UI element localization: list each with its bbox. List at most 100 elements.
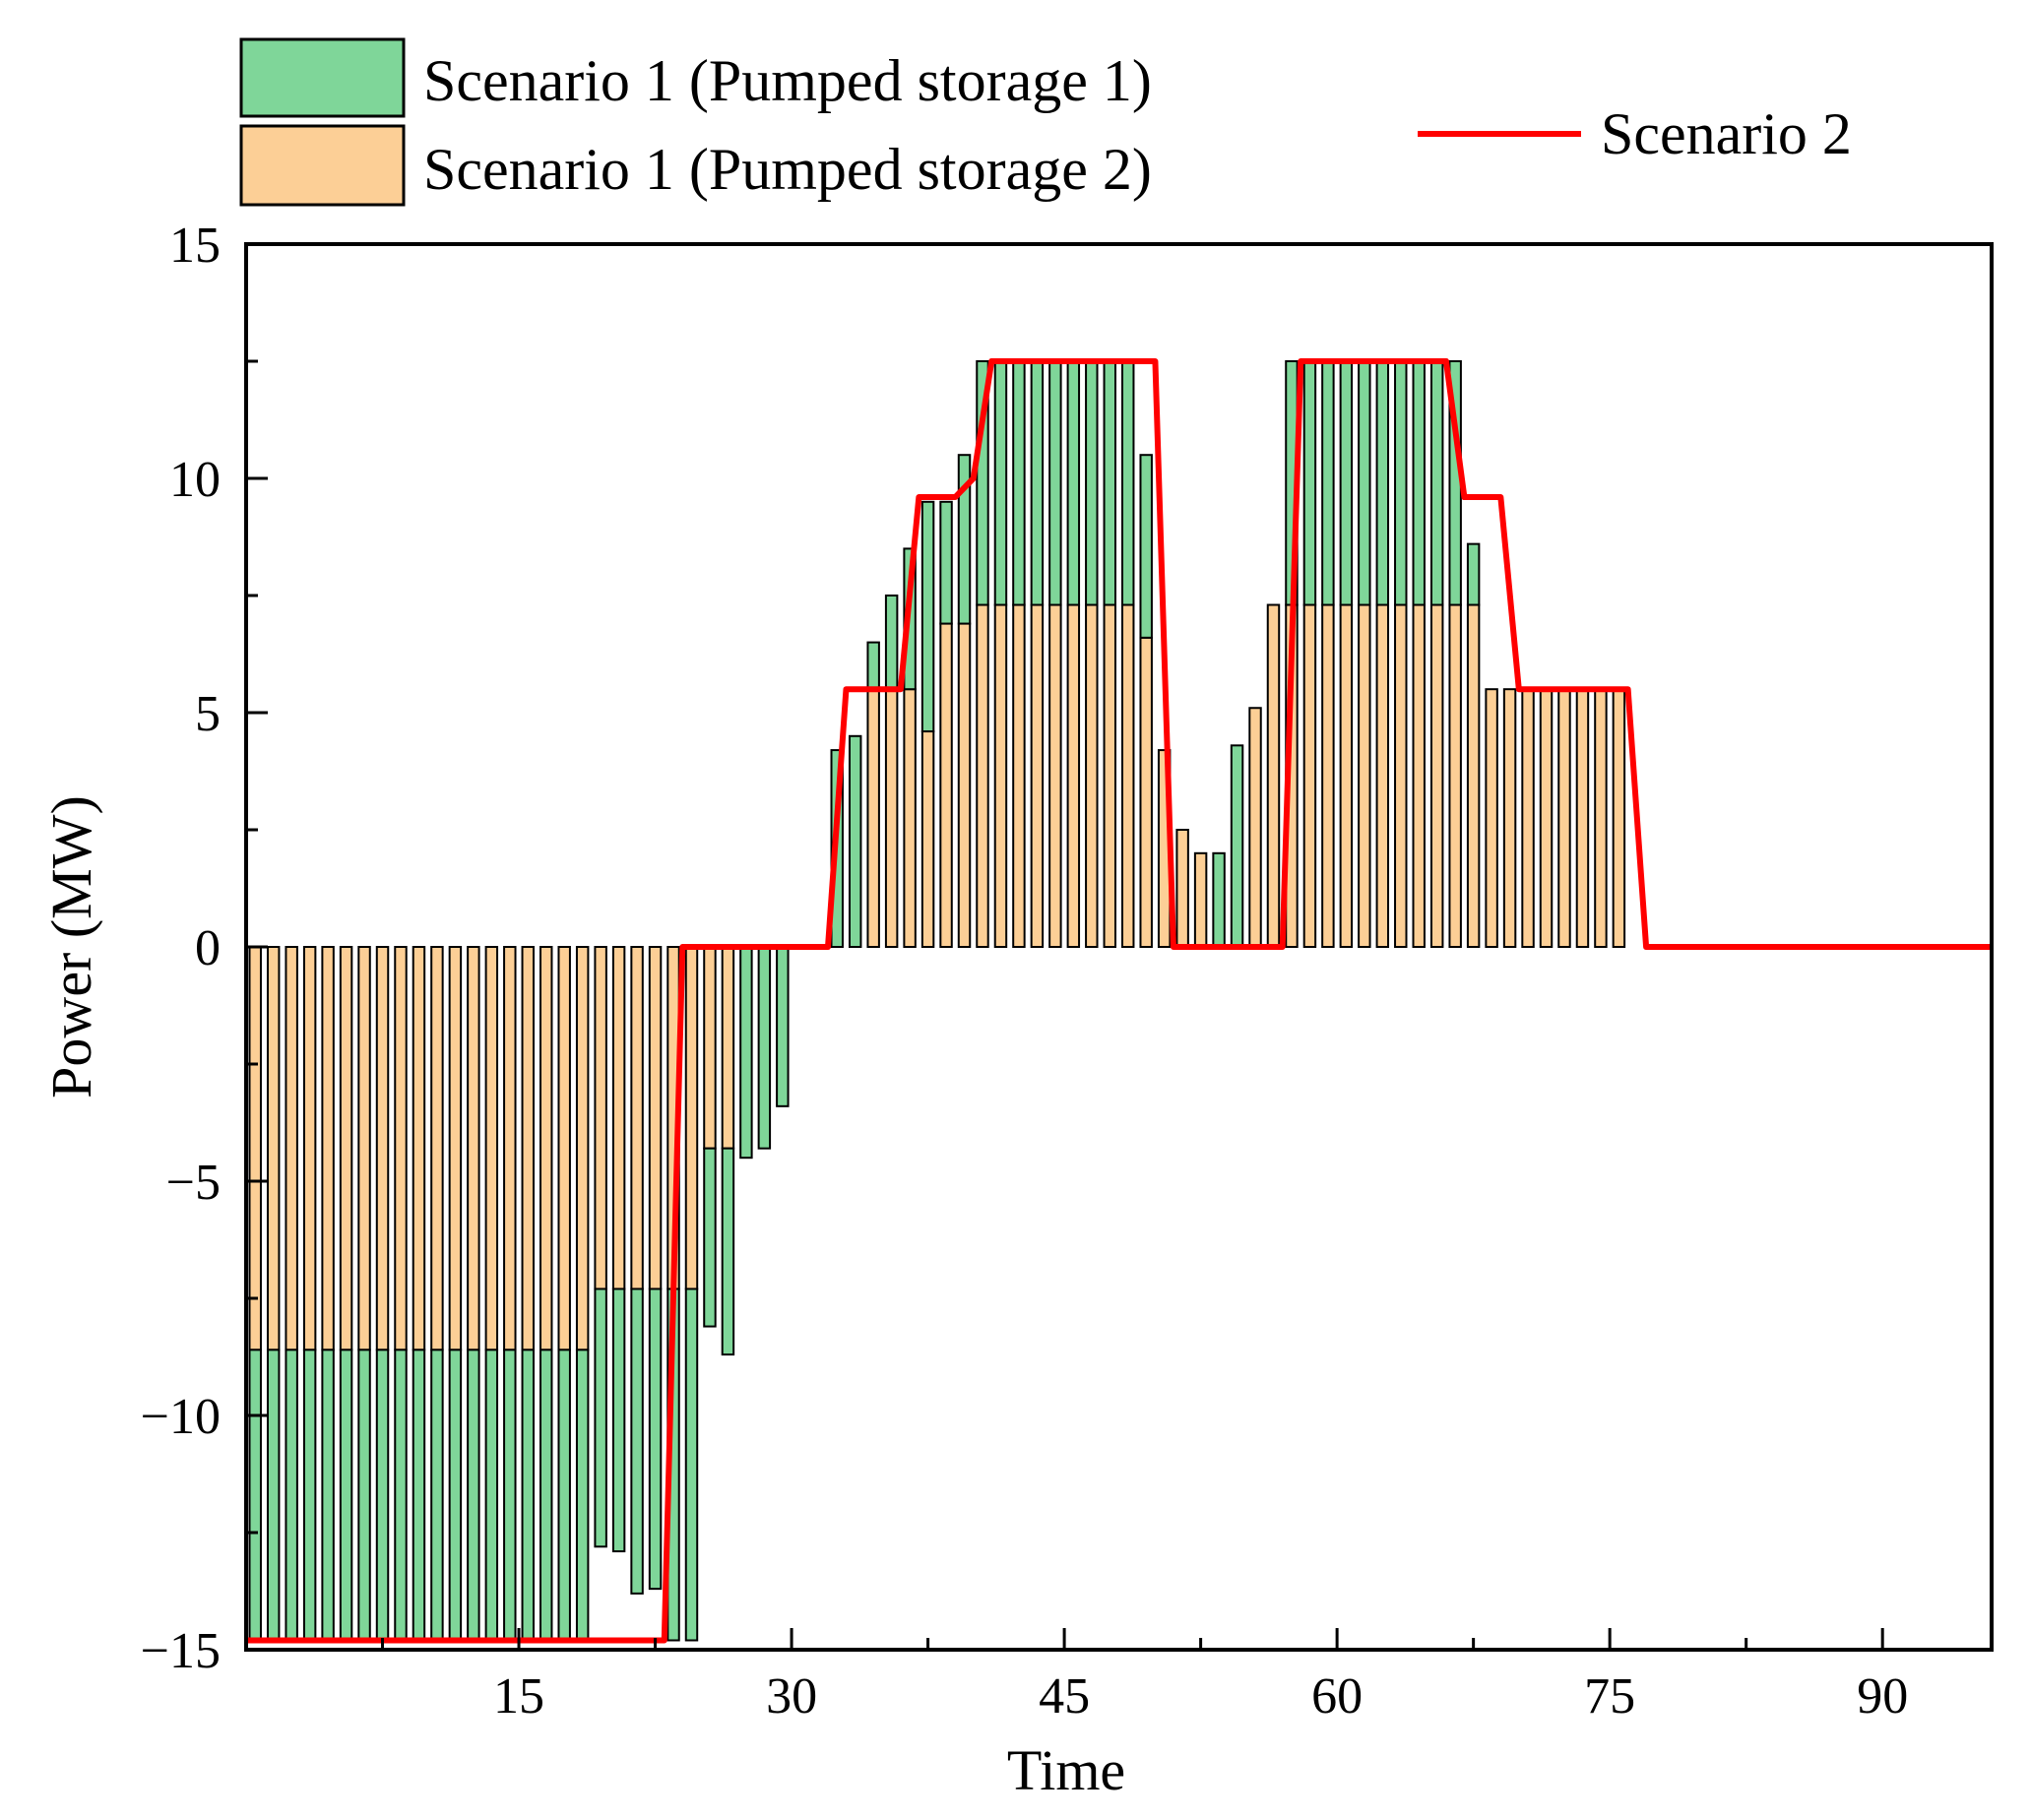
bar-pumped-storage-1: [993, 360, 1008, 606]
bar-pumped-storage-1: [976, 360, 989, 606]
bar-pumped-storage-1: [1048, 360, 1062, 606]
bar-pumped-storage-2: [976, 603, 989, 949]
bar-pumped-storage-2: [285, 946, 298, 1351]
bar-pumped-storage-1: [1085, 360, 1099, 606]
bar-pumped-storage-1: [503, 1349, 517, 1642]
bar-pumped-storage-2: [521, 946, 535, 1351]
bar-pumped-storage-2: [903, 688, 917, 948]
bar-pumped-storage-1: [648, 1287, 663, 1591]
bar-pumped-storage-1: [1212, 851, 1226, 948]
bar-pumped-storage-2: [375, 946, 390, 1351]
bar-pumped-storage-2: [1485, 688, 1498, 948]
x-tick-label: 75: [1584, 1668, 1635, 1725]
bar-pumped-storage-2: [1429, 603, 1444, 949]
bar-pumped-storage-1: [1103, 360, 1116, 606]
bar-pumped-storage-2: [1321, 603, 1335, 949]
bar-pumped-storage-2: [1121, 603, 1135, 949]
bar-pumped-storage-1: [1139, 454, 1153, 639]
bar-pumped-storage-2: [721, 946, 735, 1150]
bar-pumped-storage-1: [594, 1287, 607, 1548]
bars-layer: [248, 360, 1626, 1642]
bar-pumped-storage-2: [648, 946, 663, 1290]
line-scenario-2: [246, 358, 1992, 1644]
bar-pumped-storage-2: [248, 946, 262, 1351]
bar-pumped-storage-2: [1448, 603, 1462, 949]
bar-pumped-storage-2: [920, 730, 935, 948]
bar-pumped-storage-1: [484, 1349, 499, 1642]
bar-pumped-storage-1: [285, 1349, 298, 1642]
y-tick-label: 5: [195, 686, 221, 742]
x-tick-label: 60: [1311, 1668, 1363, 1725]
x-ticks: 15 30 45 60 75 90: [381, 1628, 1908, 1725]
y-tick-label: 15: [169, 218, 221, 274]
bar-pumped-storage-1: [321, 1349, 335, 1642]
bar-pumped-storage-2: [703, 946, 717, 1150]
x-axis-title: Time: [1007, 1738, 1125, 1802]
bar-pumped-storage-1: [1412, 360, 1426, 606]
bar-pumped-storage-2: [1594, 688, 1608, 948]
bar-pumped-storage-1: [703, 1147, 717, 1328]
bar-pumped-storage-1: [357, 1349, 371, 1642]
x-tick-label: 15: [493, 1668, 544, 1725]
bar-pumped-storage-1: [630, 1287, 644, 1595]
bar-pumped-storage-1: [920, 500, 935, 733]
bar-pumped-storage-2: [1339, 603, 1354, 949]
y-tick-label: −5: [166, 1155, 221, 1211]
bar-pumped-storage-1: [1030, 360, 1045, 606]
bar-pumped-storage-1: [1230, 744, 1244, 948]
bar-pumped-storage-2: [866, 688, 880, 948]
bar-pumped-storage-1: [1012, 360, 1026, 606]
bar-pumped-storage-2: [484, 946, 499, 1351]
bar-pumped-storage-1: [302, 1349, 317, 1642]
line-layer: [246, 358, 1992, 1644]
bar-pumped-storage-2: [302, 946, 317, 1351]
bar-pumped-storage-1: [575, 1349, 590, 1642]
bar-pumped-storage-2: [1412, 603, 1426, 949]
bar-pumped-storage-2: [1066, 603, 1081, 949]
bar-pumped-storage-1: [939, 500, 953, 625]
bar-pumped-storage-2: [957, 622, 972, 948]
bar-pumped-storage-1: [739, 946, 753, 1160]
bar-pumped-storage-1: [848, 734, 862, 948]
bar-pumped-storage-1: [394, 1349, 408, 1642]
bar-pumped-storage-2: [1466, 603, 1481, 949]
bar-pumped-storage-2: [1103, 603, 1116, 949]
bar-pumped-storage-1: [1121, 360, 1135, 606]
legend-label-scenario-2: Scenario 2: [1601, 101, 1852, 166]
x-tick-label: 30: [766, 1668, 817, 1725]
bar-pumped-storage-2: [339, 946, 353, 1351]
legend-swatch-pumped-storage-1: [239, 37, 406, 118]
y-axis-title: Power (MW): [39, 795, 103, 1098]
bar-pumped-storage-1: [1358, 360, 1371, 606]
bar-pumped-storage-1: [684, 1287, 699, 1642]
bar-pumped-storage-2: [266, 946, 281, 1351]
bar-pumped-storage-2: [1193, 851, 1208, 948]
bar-pumped-storage-1: [1375, 360, 1390, 606]
bar-pumped-storage-1: [611, 1287, 626, 1553]
bar-pumped-storage-2: [557, 946, 571, 1351]
bar-pumped-storage-1: [521, 1349, 535, 1642]
bar-pumped-storage-2: [630, 946, 644, 1290]
bar-pumped-storage-2: [1030, 603, 1045, 949]
bar-pumped-storage-1: [1394, 360, 1408, 606]
bar-pumped-storage-2: [321, 946, 335, 1351]
bar-pumped-storage-2: [430, 946, 444, 1351]
bar-pumped-storage-2: [611, 946, 626, 1290]
bar-pumped-storage-2: [884, 688, 899, 948]
bar-pumped-storage-1: [776, 946, 790, 1107]
bar-pumped-storage-1: [957, 454, 972, 625]
bar-pumped-storage-2: [394, 946, 408, 1351]
bar-pumped-storage-2: [1048, 603, 1062, 949]
bar-pumped-storage-1: [757, 946, 772, 1150]
bar-pumped-storage-1: [412, 1349, 426, 1642]
legend-label-pumped-storage-1: Scenario 1 (Pumped storage 1): [423, 48, 1152, 113]
bar-pumped-storage-1: [1429, 360, 1444, 606]
legend-swatch-pumped-storage-2: [239, 124, 406, 207]
bar-pumped-storage-2: [1375, 603, 1390, 949]
bar-pumped-storage-1: [866, 641, 880, 691]
bar-pumped-storage-2: [1358, 603, 1371, 949]
bar-pumped-storage-2: [1612, 688, 1626, 948]
bar-pumped-storage-2: [1139, 636, 1153, 949]
bar-pumped-storage-1: [430, 1349, 444, 1642]
